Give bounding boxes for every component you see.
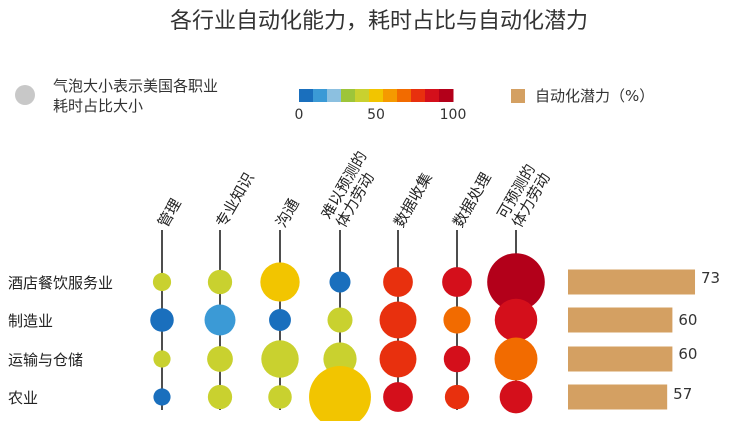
bubble [153,350,171,368]
color-scale-segment [369,89,384,102]
bubble [152,272,172,292]
color-scale-bar [299,89,454,102]
bubble [494,298,538,342]
column-label-line: 专业知识 [212,170,258,231]
bubble [269,309,291,331]
column-label: 数据处理 [449,170,495,231]
bubble [329,271,351,293]
column-label: 管理 [154,196,185,231]
bubble [383,267,413,297]
bubble [442,267,472,297]
bubble [150,308,174,332]
chart-title: 各行业自动化能力，耗时占比与自动化潜力 [170,9,588,34]
bubble [260,262,300,302]
potential-bar [568,269,696,295]
column-label: 数据收集 [390,170,436,231]
bubble [207,346,233,372]
bubble [499,380,533,414]
color-scale-segment [411,89,426,102]
potential-value-label: 57 [673,385,692,403]
bubble [204,304,236,336]
potential-value-label: 73 [701,269,720,287]
row-label: 农业 [8,389,38,407]
bubble [327,307,353,333]
column-label: 难以预测的体力劳动 [317,148,385,230]
column-label-line: 沟通 [272,196,303,231]
bubble [309,366,371,421]
potential-legend-swatch [511,89,525,103]
color-scale-segment [383,89,398,102]
color-scale-tick-label: 0 [295,107,304,123]
color-scale-segment [327,89,342,102]
color-scale-segment [355,89,370,102]
potential-bars: 73 60 60 57 [568,269,720,410]
color-scale-segment [439,89,454,102]
bubble [207,384,233,410]
potential-value-label: 60 [678,345,697,363]
column-label-line: 管理 [154,196,185,231]
bubble [383,382,413,412]
color-scale-segment [425,89,440,102]
potential-value-label: 60 [678,311,697,329]
row-label: 酒店餐饮服务业 [8,274,113,292]
row-label: 制造业 [8,312,53,330]
color-scale-segment [397,89,412,102]
color-scale-tick-label: 50 [367,107,385,123]
bubble [443,306,471,334]
bubbles [150,253,545,421]
bubble [487,253,545,311]
potential-bar [568,346,673,372]
column-label-line: 数据收集 [390,170,436,231]
column-label: 专业知识 [212,170,258,231]
bubble [153,388,171,406]
row-label: 运输与仓储 [8,351,83,369]
color-scale-segment [341,89,356,102]
color-scale-segment [313,89,328,102]
color-scale-segment [299,89,314,102]
bubble [268,385,292,409]
size-legend-line1: 气泡大小表示美国各职业 [53,77,218,95]
bubble [444,384,470,410]
column-label-line: 数据处理 [449,170,495,231]
column-label: 可预测的体力劳动 [493,161,553,230]
column-label: 沟通 [272,196,303,231]
potential-legend-label: 自动化潜力（%） [535,87,654,105]
bubble [494,337,538,381]
potential-bar [568,384,668,410]
size-legend-line2: 耗时占比大小 [53,97,143,115]
size-legend-bubble [15,85,35,105]
color-scale-tick-label: 100 [440,107,467,123]
bubble [379,301,417,339]
bubble [207,269,233,295]
potential-bar [568,307,673,333]
bubble [443,345,471,373]
bubble [261,340,299,378]
color-scale-ticks: 0 50 100 [295,107,467,123]
bubble [379,340,417,378]
